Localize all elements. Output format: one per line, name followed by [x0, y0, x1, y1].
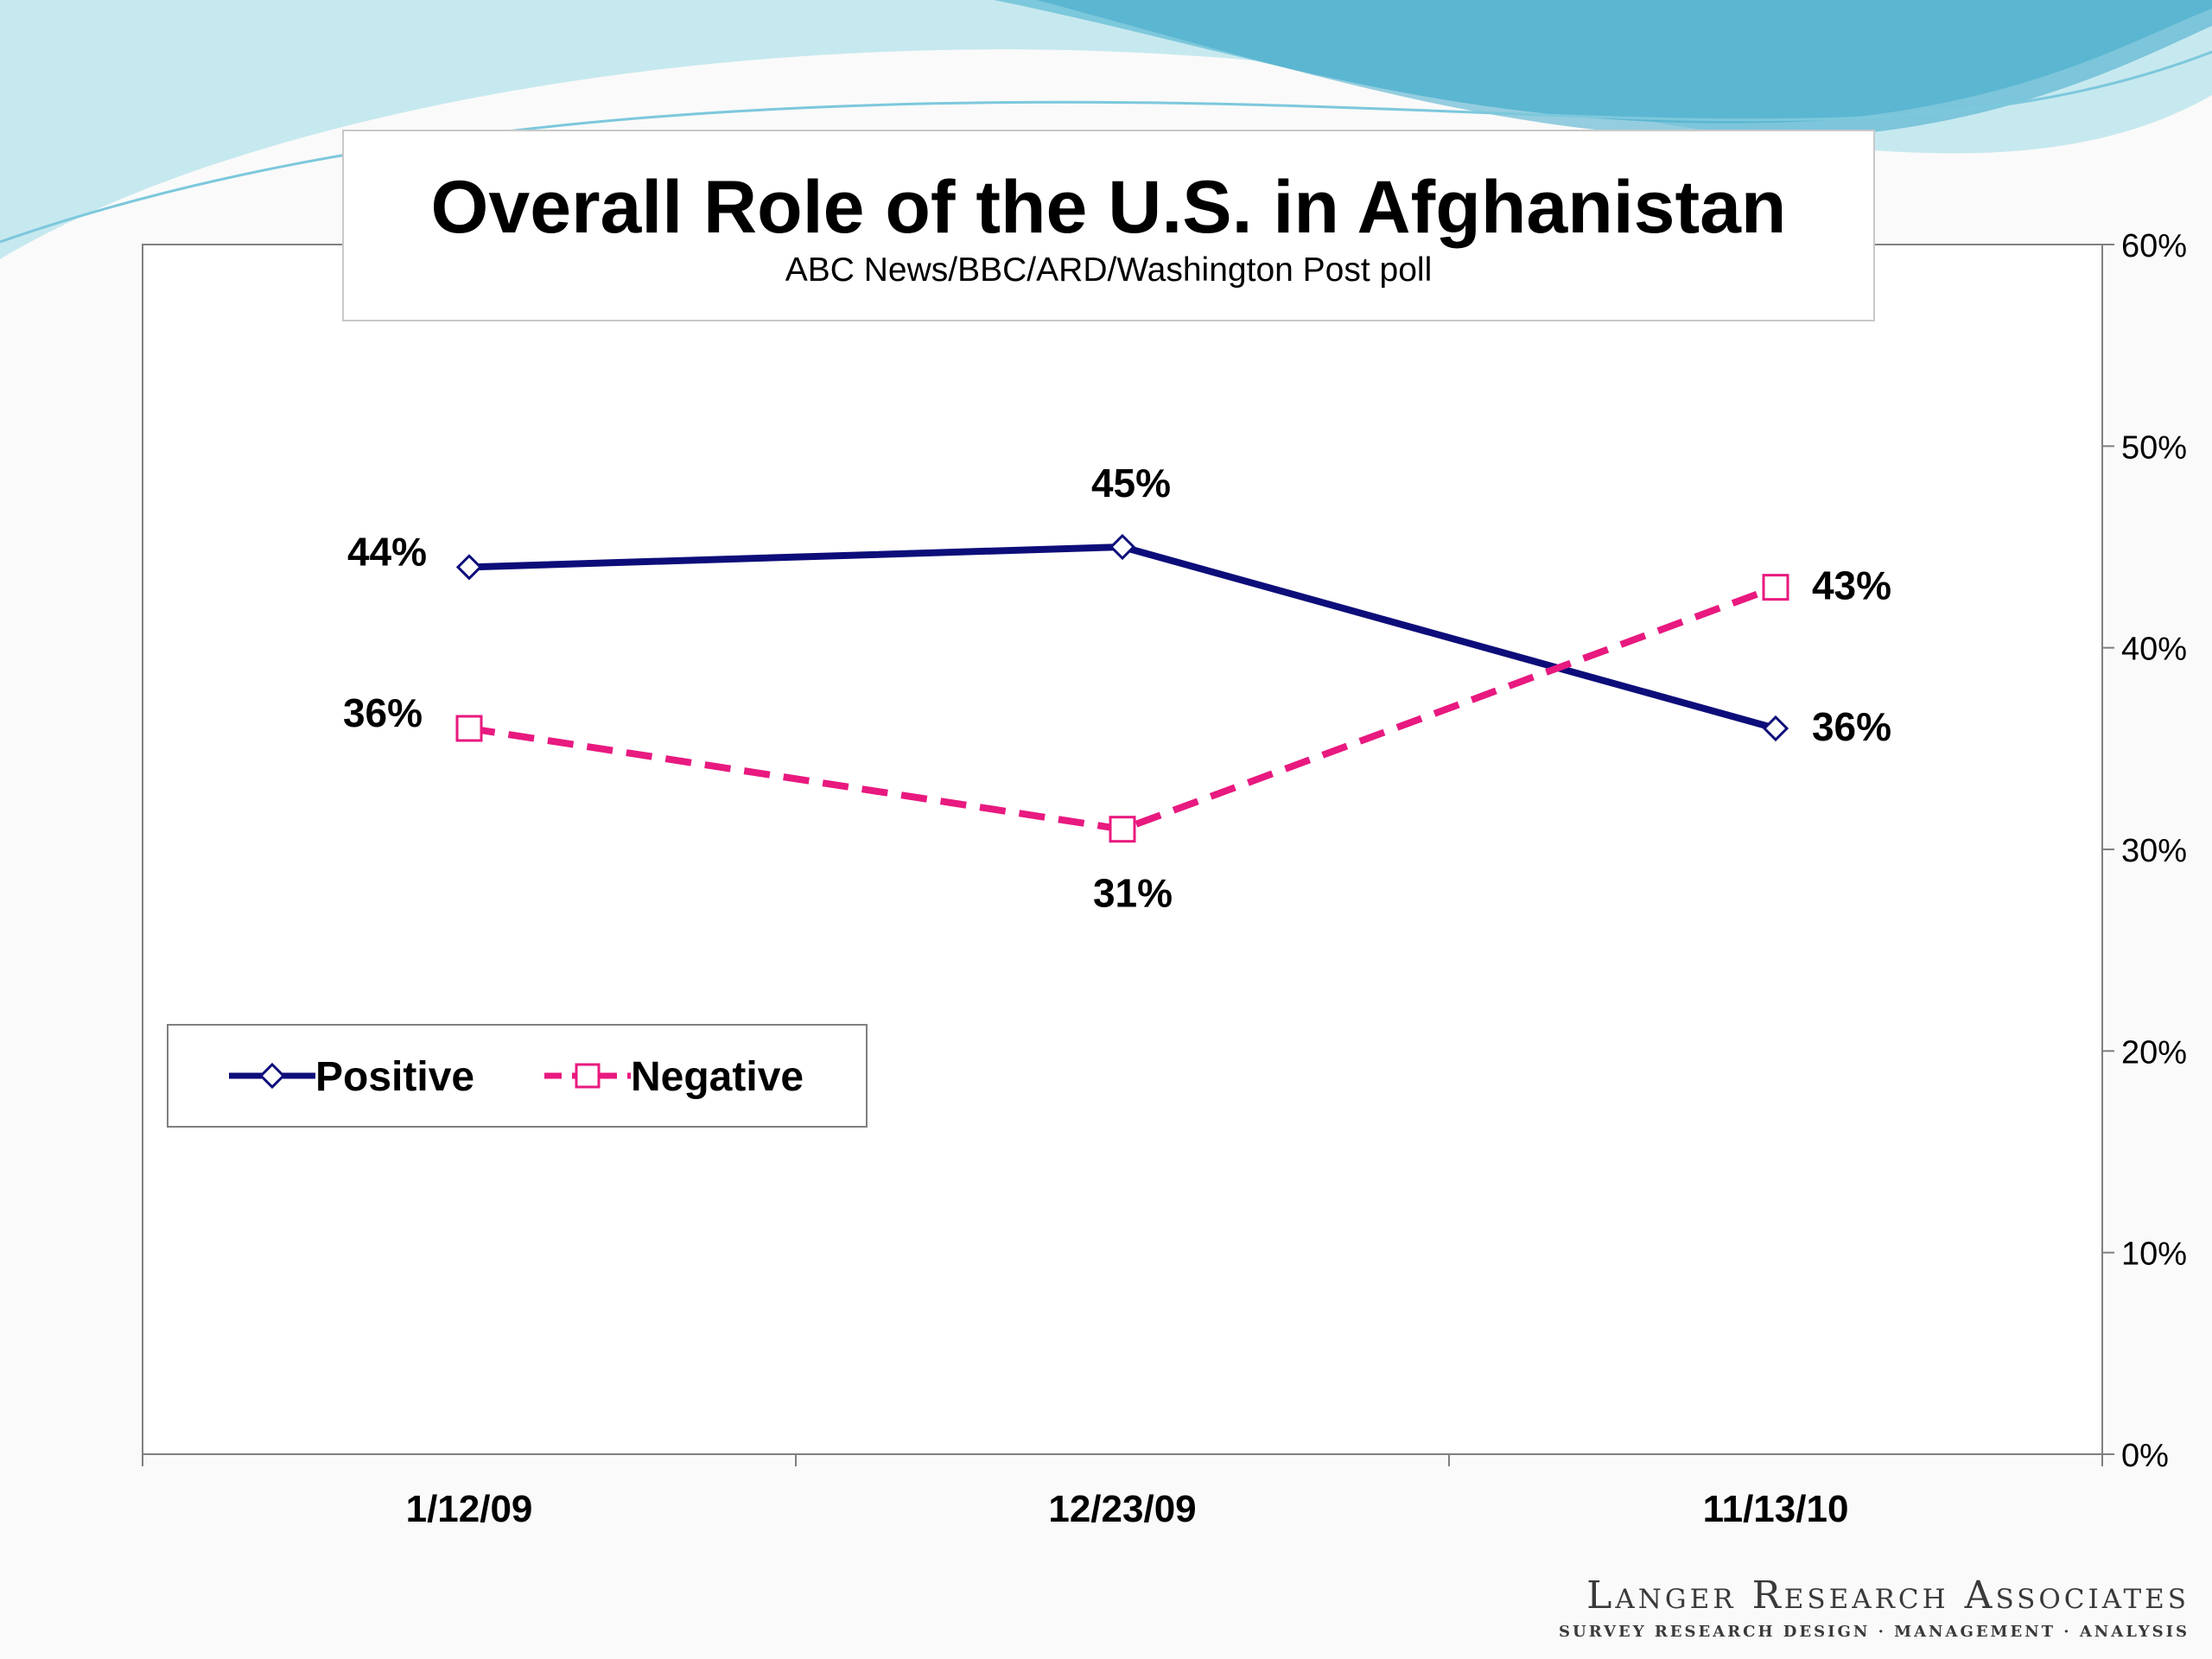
- x-tick-label: 11/13/10: [1703, 1488, 1849, 1530]
- data-point-negative: [455, 715, 483, 742]
- brand-logo: Langer Research Associates SURVEY RESEAR…: [1559, 1573, 2190, 1645]
- data-point-positive: [1762, 715, 1789, 742]
- y-tick-label: 0%: [2121, 1438, 2169, 1474]
- y-tick-label: 50%: [2121, 429, 2187, 466]
- square-marker-icon: [575, 1063, 601, 1089]
- y-tick-label: 10%: [2121, 1236, 2187, 1273]
- data-label-positive: 45%: [1091, 461, 1171, 505]
- chart-subtitle: ABC News/BBC/ARD/Washington Post poll: [785, 251, 1433, 289]
- y-tick-label: 20%: [2121, 1034, 2187, 1071]
- legend-label-negative: Negative: [631, 1054, 804, 1100]
- chart-title: Overall Role of the U.S. in Afghanistan: [430, 166, 1787, 249]
- legend: Positive Negative: [167, 1024, 868, 1128]
- y-tick-label: 40%: [2121, 632, 2187, 668]
- data-label-negative: 31%: [1093, 871, 1173, 916]
- brand-tagline: SURVEY RESEARCH DESIGN · MANAGEMENT · AN…: [1559, 1623, 2190, 1641]
- diamond-marker-icon: [258, 1062, 286, 1090]
- brand-name: Langer Research Associates: [1586, 1573, 2190, 1618]
- header-wave-front: [0, 0, 2212, 139]
- data-label-negative: 36%: [343, 690, 423, 735]
- plot-area: [142, 244, 2103, 1455]
- y-tick-label: 30%: [2121, 833, 2187, 869]
- data-point-negative: [1762, 574, 1789, 601]
- legend-swatch-positive: [229, 1062, 315, 1090]
- y-tick-label: 60%: [2121, 228, 2187, 264]
- data-label-positive: 36%: [1812, 704, 1891, 749]
- x-tick-label: 12/23/09: [1048, 1488, 1196, 1530]
- legend-swatch-negative: [544, 1063, 631, 1089]
- legend-item-negative: Negative: [544, 1026, 855, 1126]
- data-labels: 44% 45% 36% 36% 31% 43%: [343, 461, 1891, 916]
- chart-title-box: Overall Role of the U.S. in Afghanistan …: [342, 130, 1875, 321]
- x-tick-label: 1/12/09: [406, 1488, 533, 1530]
- axes: 1/12/09 12/23/09 11/13/10 0% 10% 20% 30% 40% 50%…: [142, 228, 2187, 1530]
- data-point-positive: [455, 554, 483, 581]
- legend-label-positive: Positive: [315, 1054, 475, 1100]
- data-label-negative: 43%: [1812, 563, 1891, 608]
- series-layer: [455, 533, 1789, 843]
- data-point-positive: [1109, 533, 1136, 561]
- data-label-positive: 44%: [347, 529, 427, 574]
- data-point-negative: [1109, 816, 1136, 843]
- legend-item-positive: Positive: [229, 1026, 514, 1126]
